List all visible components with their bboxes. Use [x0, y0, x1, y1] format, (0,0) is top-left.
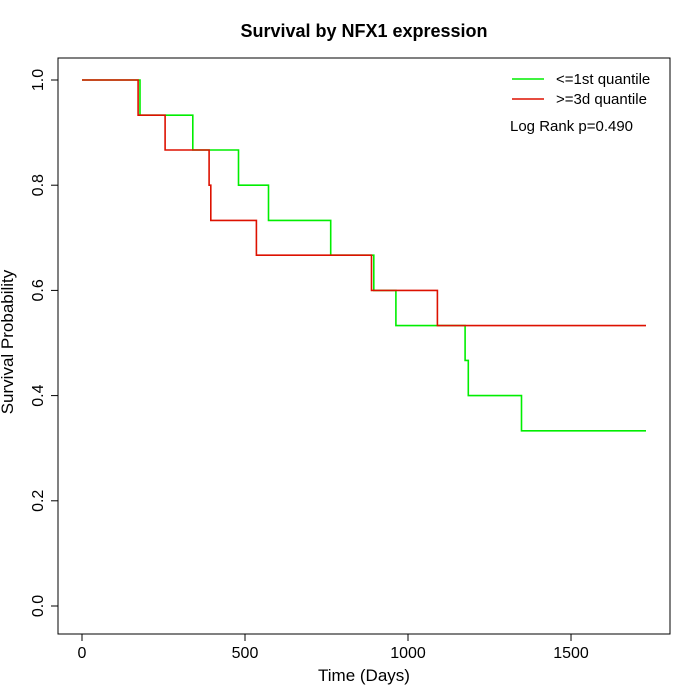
y-tick-label: 0.4: [30, 384, 47, 406]
survival-curve-series-2: [82, 79, 646, 327]
y-axis: 0.0 0.2 0.4 0.6 0.8 1.0: [30, 69, 59, 617]
log-rank-annotation: Log Rank p=0.490: [510, 118, 633, 135]
x-tick-label: 0: [78, 645, 87, 662]
x-tick-label: 500: [232, 645, 259, 662]
legend: <=1st quantile >=3d quantile: [512, 71, 650, 108]
legend-label-series-1: <=1st quantile: [556, 71, 650, 88]
y-tick-label: 0.6: [30, 279, 47, 301]
plot-frame: [57, 57, 671, 635]
series-layer: [82, 79, 646, 432]
x-tick-label: 1500: [553, 645, 589, 662]
chart-title: Survival by NFX1 expression: [240, 21, 487, 41]
legend-label-series-2: >=3d quantile: [556, 91, 647, 108]
x-tick-label: 1000: [390, 645, 426, 662]
y-tick-label: 1.0: [30, 69, 47, 91]
y-tick-label: 0.0: [30, 595, 47, 617]
x-axis-label: Time (Days): [318, 666, 410, 685]
y-tick-label: 0.8: [30, 174, 47, 196]
y-axis-label: Survival Probability: [0, 269, 17, 414]
x-axis: 0 500 1000 1500: [78, 633, 589, 662]
y-tick-label: 0.2: [30, 490, 47, 512]
